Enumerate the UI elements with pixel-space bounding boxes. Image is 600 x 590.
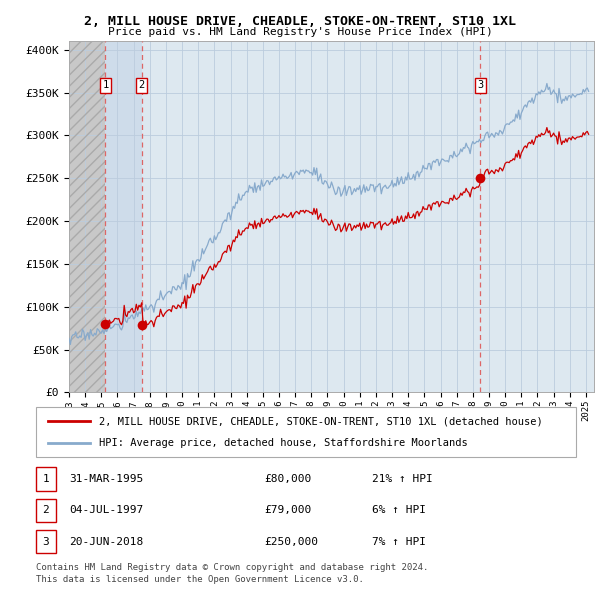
Text: 2: 2 (139, 80, 145, 90)
Bar (69, 41, 106, 392)
Text: 21% ↑ HPI: 21% ↑ HPI (372, 474, 433, 484)
Text: 2: 2 (43, 506, 49, 515)
Text: £79,000: £79,000 (264, 506, 311, 515)
Text: 1: 1 (43, 474, 49, 484)
Text: £80,000: £80,000 (264, 474, 311, 484)
Text: 04-JUL-1997: 04-JUL-1997 (69, 506, 143, 515)
Text: HPI: Average price, detached house, Staffordshire Moorlands: HPI: Average price, detached house, Staf… (99, 438, 468, 448)
Text: 6% ↑ HPI: 6% ↑ HPI (372, 506, 426, 515)
Text: 31-MAR-1995: 31-MAR-1995 (69, 474, 143, 484)
Text: 2, MILL HOUSE DRIVE, CHEADLE, STOKE-ON-TRENT, ST10 1XL (detached house): 2, MILL HOUSE DRIVE, CHEADLE, STOKE-ON-T… (99, 416, 543, 426)
Bar (69, 41, 106, 392)
Text: 3: 3 (43, 537, 49, 546)
Text: 2, MILL HOUSE DRIVE, CHEADLE, STOKE-ON-TRENT, ST10 1XL: 2, MILL HOUSE DRIVE, CHEADLE, STOKE-ON-T… (84, 15, 516, 28)
Text: 3: 3 (477, 80, 484, 90)
Text: £250,000: £250,000 (264, 537, 318, 546)
Text: 20-JUN-2018: 20-JUN-2018 (69, 537, 143, 546)
Bar (106, 41, 142, 392)
Text: This data is licensed under the Open Government Licence v3.0.: This data is licensed under the Open Gov… (36, 575, 364, 584)
Text: 7% ↑ HPI: 7% ↑ HPI (372, 537, 426, 546)
Text: 1: 1 (102, 80, 109, 90)
Text: Price paid vs. HM Land Registry's House Price Index (HPI): Price paid vs. HM Land Registry's House … (107, 27, 493, 37)
Text: Contains HM Land Registry data © Crown copyright and database right 2024.: Contains HM Land Registry data © Crown c… (36, 563, 428, 572)
